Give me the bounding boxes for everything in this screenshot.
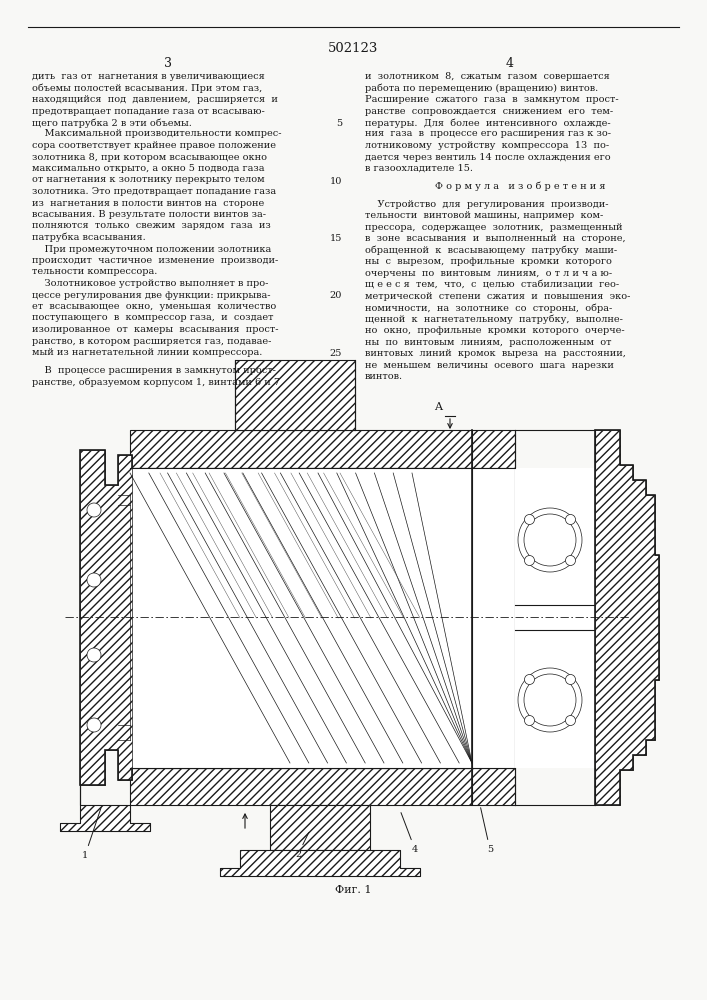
Text: ет  всасывающее  окно,  уменьшая  количество: ет всасывающее окно, уменьшая количество bbox=[32, 302, 276, 311]
Text: очерчены  по  винтовым  линиям,  о т л и ч а ю-: очерчены по винтовым линиям, о т л и ч а… bbox=[365, 269, 612, 278]
Text: щенной  к  нагнетательному  патрубку,  выполне-: щенной к нагнетательному патрубку, выпол… bbox=[365, 315, 623, 324]
Text: сора соответствует крайнее правое положение: сора соответствует крайнее правое положе… bbox=[32, 141, 276, 150]
Text: объемы полостей всасывания. При этом газ,: объемы полостей всасывания. При этом газ… bbox=[32, 84, 262, 93]
Circle shape bbox=[525, 556, 534, 566]
Polygon shape bbox=[80, 450, 132, 785]
Bar bbox=[130, 768, 472, 805]
Text: Золотниковое устройство выполняет в про-: Золотниковое устройство выполняет в про- bbox=[32, 279, 269, 288]
Text: A: A bbox=[434, 402, 442, 412]
Text: дается через вентиль 14 после охлаждения его: дается через вентиль 14 после охлаждения… bbox=[365, 152, 611, 161]
Text: золотника. Это предотвращает попадание газа: золотника. Это предотвращает попадание г… bbox=[32, 187, 276, 196]
Text: и  золотником  8,  сжатым  газом  совершается: и золотником 8, сжатым газом совершается bbox=[365, 72, 609, 81]
Text: золотника 8, при котором всасывающее окно: золотника 8, при котором всасывающее окн… bbox=[32, 152, 267, 161]
Text: 15: 15 bbox=[329, 234, 342, 243]
Bar bbox=[130, 468, 472, 768]
Text: 502123: 502123 bbox=[328, 42, 378, 55]
Text: 4: 4 bbox=[401, 813, 418, 854]
Text: патрубка всасывания.: патрубка всасывания. bbox=[32, 233, 146, 242]
Text: ранстве, образуемом корпусом 1, винтами 6 и 7: ранстве, образуемом корпусом 1, винтами … bbox=[32, 377, 280, 387]
Text: 4: 4 bbox=[506, 57, 514, 70]
Text: Фиг. 1: Фиг. 1 bbox=[334, 885, 371, 895]
Text: ния  газа  в  процессе его расширения газ к зо-: ния газа в процессе его расширения газ к… bbox=[365, 129, 611, 138]
Bar bbox=[472, 468, 515, 768]
Bar bbox=[130, 430, 472, 468]
Text: ны  по  винтовым  линиям,  расположенным  от: ны по винтовым линиям, расположенным от bbox=[365, 338, 612, 347]
Circle shape bbox=[566, 716, 575, 726]
Text: номичности,  на  золотнике  со  стороны,  обра-: номичности, на золотнике со стороны, обр… bbox=[365, 303, 612, 313]
Circle shape bbox=[87, 573, 101, 587]
Text: от нагнетания к золотнику перекрыто телом: от нагнетания к золотнику перекрыто тело… bbox=[32, 176, 264, 184]
Text: 2: 2 bbox=[295, 832, 309, 859]
Text: тельности компрессора.: тельности компрессора. bbox=[32, 267, 158, 276]
Circle shape bbox=[87, 718, 101, 732]
Text: ранстве  сопровождается  снижением  его  тем-: ранстве сопровождается снижением его тем… bbox=[365, 106, 613, 115]
Text: При промежуточном положении золотника: При промежуточном положении золотника bbox=[32, 244, 271, 253]
Text: в газоохладителе 15.: в газоохладителе 15. bbox=[365, 164, 473, 173]
Text: Ф о р м у л а   и з о б р е т е н и я: Ф о р м у л а и з о б р е т е н и я bbox=[435, 182, 605, 191]
Bar bbox=[270, 805, 370, 850]
Text: винтов.: винтов. bbox=[365, 372, 403, 381]
Text: максимально открыто, а окно 5 подвода газа: максимально открыто, а окно 5 подвода га… bbox=[32, 164, 264, 173]
Circle shape bbox=[566, 556, 575, 566]
Text: 5: 5 bbox=[336, 119, 342, 128]
Circle shape bbox=[87, 648, 101, 662]
Text: работа по перемещению (вращению) винтов.: работа по перемещению (вращению) винтов. bbox=[365, 84, 598, 93]
Bar bbox=[472, 430, 515, 468]
Circle shape bbox=[566, 674, 575, 684]
Bar bbox=[472, 768, 515, 805]
Text: метрической  степени  сжатия  и  повышения  эко-: метрической степени сжатия и повышения э… bbox=[365, 292, 631, 301]
Circle shape bbox=[525, 514, 534, 524]
Text: дить  газ от  нагнетания в увеличивающиеся: дить газ от нагнетания в увеличивающиеся bbox=[32, 72, 264, 81]
Text: Расширение  сжатого  газа  в  замкнутом  прост-: Расширение сжатого газа в замкнутом прос… bbox=[365, 95, 619, 104]
Polygon shape bbox=[595, 430, 659, 805]
Circle shape bbox=[87, 503, 101, 517]
Text: из  нагнетания в полости винтов на  стороне: из нагнетания в полости винтов на сторон… bbox=[32, 198, 264, 208]
Text: Максимальной производительности компрес-: Максимальной производительности компрес- bbox=[32, 129, 281, 138]
Text: всасывания. В результате полости винтов за-: всасывания. В результате полости винтов … bbox=[32, 210, 266, 219]
Bar bbox=[130, 468, 472, 768]
Text: 20: 20 bbox=[329, 292, 342, 300]
Text: прессора,  содержащее  золотник,  размещенный: прессора, содержащее золотник, размещенн… bbox=[365, 223, 622, 232]
Circle shape bbox=[566, 514, 575, 524]
Text: предотвращает попадание газа от всасываю-: предотвращает попадание газа от всасываю… bbox=[32, 106, 264, 115]
Text: поступающего  в  компрессор газа,  и  создает: поступающего в компрессор газа, и создае… bbox=[32, 314, 274, 322]
Text: Устройство  для  регулирования  производи-: Устройство для регулирования производи- bbox=[365, 200, 609, 209]
Text: 1: 1 bbox=[82, 808, 101, 860]
Text: в  зоне  всасывания  и  выполненный  на  стороне,: в зоне всасывания и выполненный на сторо… bbox=[365, 234, 626, 243]
Text: мый из нагнетательной линии компрессора.: мый из нагнетательной линии компрессора. bbox=[32, 348, 262, 357]
Circle shape bbox=[525, 674, 534, 684]
Text: щ е е с я  тем,  что,  с  целью  стабилизации  гео-: щ е е с я тем, что, с целью стабилизации… bbox=[365, 280, 619, 289]
Text: обращенной  к  всасывающему  патрубку  маши-: обращенной к всасывающему патрубку маши- bbox=[365, 246, 617, 255]
Text: 10: 10 bbox=[329, 176, 342, 186]
Text: не  меньшем  величины  осевого  шага  нарезки: не меньшем величины осевого шага нарезки bbox=[365, 361, 614, 370]
Bar bbox=[515, 468, 595, 768]
Text: тельности  винтовой машины, например  ком-: тельности винтовой машины, например ком- bbox=[365, 211, 603, 220]
Text: 25: 25 bbox=[329, 349, 342, 358]
Text: ны  с  вырезом,  профильные  кромки  которого: ны с вырезом, профильные кромки которого bbox=[365, 257, 612, 266]
Circle shape bbox=[525, 716, 534, 726]
Polygon shape bbox=[60, 785, 150, 831]
Text: 3: 3 bbox=[164, 57, 172, 70]
Polygon shape bbox=[220, 850, 420, 876]
Text: изолированное  от  камеры  всасывания  прост-: изолированное от камеры всасывания прост… bbox=[32, 325, 279, 334]
Text: винтовых  линий  кромок  выреза  на  расстоянии,: винтовых линий кромок выреза на расстоян… bbox=[365, 349, 626, 358]
Text: щего патрубка 2 в эти объемы.: щего патрубка 2 в эти объемы. bbox=[32, 118, 192, 127]
Text: пературы.  Для  более  интенсивного  охлажде-: пературы. Для более интенсивного охлажде… bbox=[365, 118, 611, 127]
Text: 5: 5 bbox=[481, 808, 493, 854]
Text: лотниковому  устройству  компрессора  13  по-: лотниковому устройству компрессора 13 по… bbox=[365, 141, 609, 150]
Text: полняются  только  свежим  зарядом  газа  из: полняются только свежим зарядом газа из bbox=[32, 222, 271, 231]
Text: происходит  частичное  изменение  производи-: происходит частичное изменение производи… bbox=[32, 256, 279, 265]
Text: ранство, в котором расширяется газ, подавае-: ранство, в котором расширяется газ, пода… bbox=[32, 336, 271, 346]
Text: В  процессе расширения в замкнутом прост-: В процессе расширения в замкнутом прост- bbox=[32, 366, 276, 375]
Bar bbox=[235, 360, 355, 430]
Text: находящийся  под  давлением,  расширяется  и: находящийся под давлением, расширяется и bbox=[32, 95, 278, 104]
Text: но  окно,  профильные  кромки  которого  очерче-: но окно, профильные кромки которого очер… bbox=[365, 326, 624, 335]
Text: цессе регулирования две функции: прикрыва-: цессе регулирования две функции: прикрыв… bbox=[32, 290, 271, 300]
